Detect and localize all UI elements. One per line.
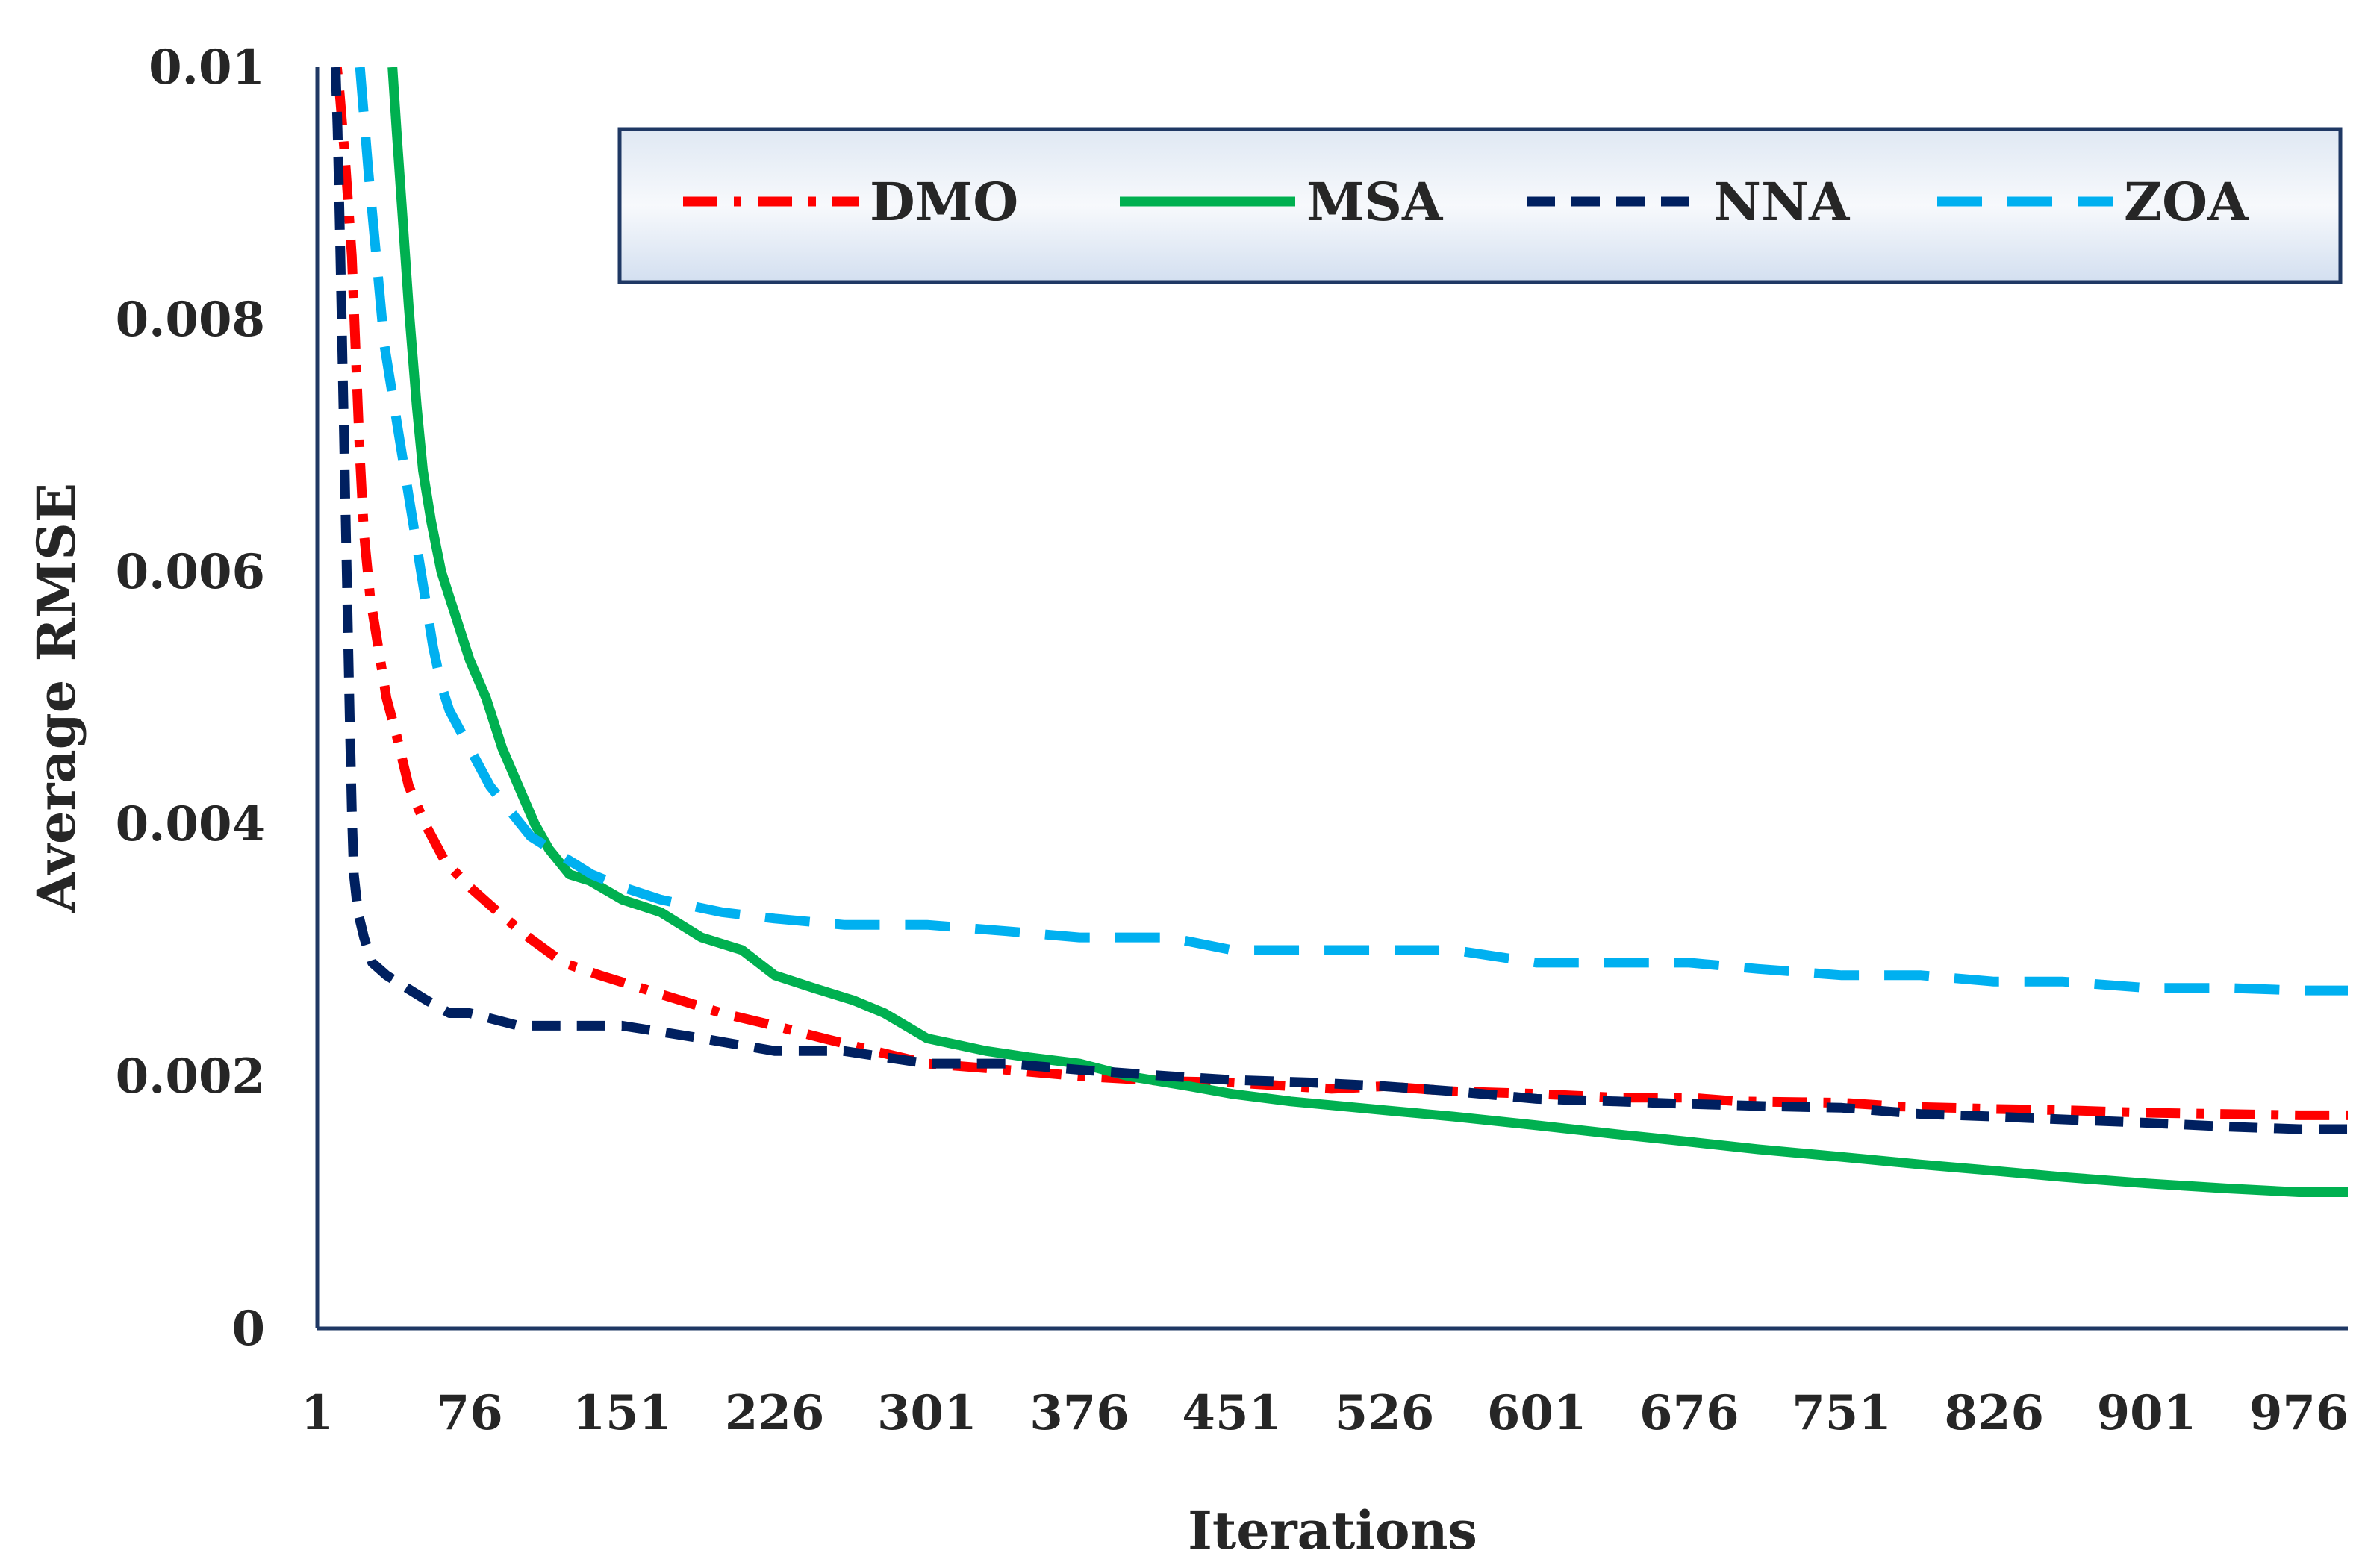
series-line-nna <box>331 67 2348 1134</box>
x-tick-label: 601 <box>1487 1385 1587 1441</box>
series-line-dmo <box>331 67 2348 1120</box>
x-axis-title: Iterations <box>1188 1499 1477 1561</box>
x-tick-label: 676 <box>1639 1385 1739 1441</box>
y-tick-label: 0.006 <box>116 544 265 600</box>
series-line-msa <box>387 67 2348 1197</box>
y-tick-label: 0.01 <box>149 40 265 96</box>
legend-label-zoa: ZOA <box>2124 171 2249 233</box>
y-tick-label: 0.002 <box>116 1049 265 1105</box>
x-tick-label: 151 <box>573 1385 673 1441</box>
series-line-zoa <box>355 67 2348 996</box>
x-tick-label: 376 <box>1029 1385 1129 1441</box>
legend-label-dmo: DMO <box>870 171 1018 233</box>
y-tick-labels: 0 0.002 0.004 0.006 0.008 0.01 <box>116 40 265 1357</box>
x-tick-label: 76 <box>437 1385 503 1441</box>
x-tick-labels: 1 76 151 226 301 376 451 526 601 676 751 826 901 976 <box>301 1385 2349 1441</box>
x-tick-label: 301 <box>877 1385 977 1441</box>
x-tick-label: 976 <box>2249 1385 2349 1441</box>
y-tick-label: 0.004 <box>116 796 265 852</box>
x-tick-label: 526 <box>1335 1385 1435 1441</box>
series-layer <box>331 67 2348 1197</box>
x-tick-label: 751 <box>1792 1385 1892 1441</box>
legend-label-msa: MSA <box>1306 171 1444 233</box>
legend-label-nna: NNA <box>1713 171 1851 233</box>
y-tick-label: 0.008 <box>116 292 265 348</box>
x-tick-label: 451 <box>1182 1385 1282 1441</box>
x-tick-label: 901 <box>2097 1385 2197 1441</box>
x-tick-label: 826 <box>1944 1385 2044 1441</box>
x-tick-label: 226 <box>725 1385 825 1441</box>
y-axis-title: Average RMSE <box>25 483 87 913</box>
x-tick-label: 1 <box>301 1385 334 1441</box>
y-tick-label: 0 <box>231 1301 265 1357</box>
legend: DMO MSA NNA ZOA <box>617 127 2343 284</box>
legend-box <box>617 127 2343 284</box>
